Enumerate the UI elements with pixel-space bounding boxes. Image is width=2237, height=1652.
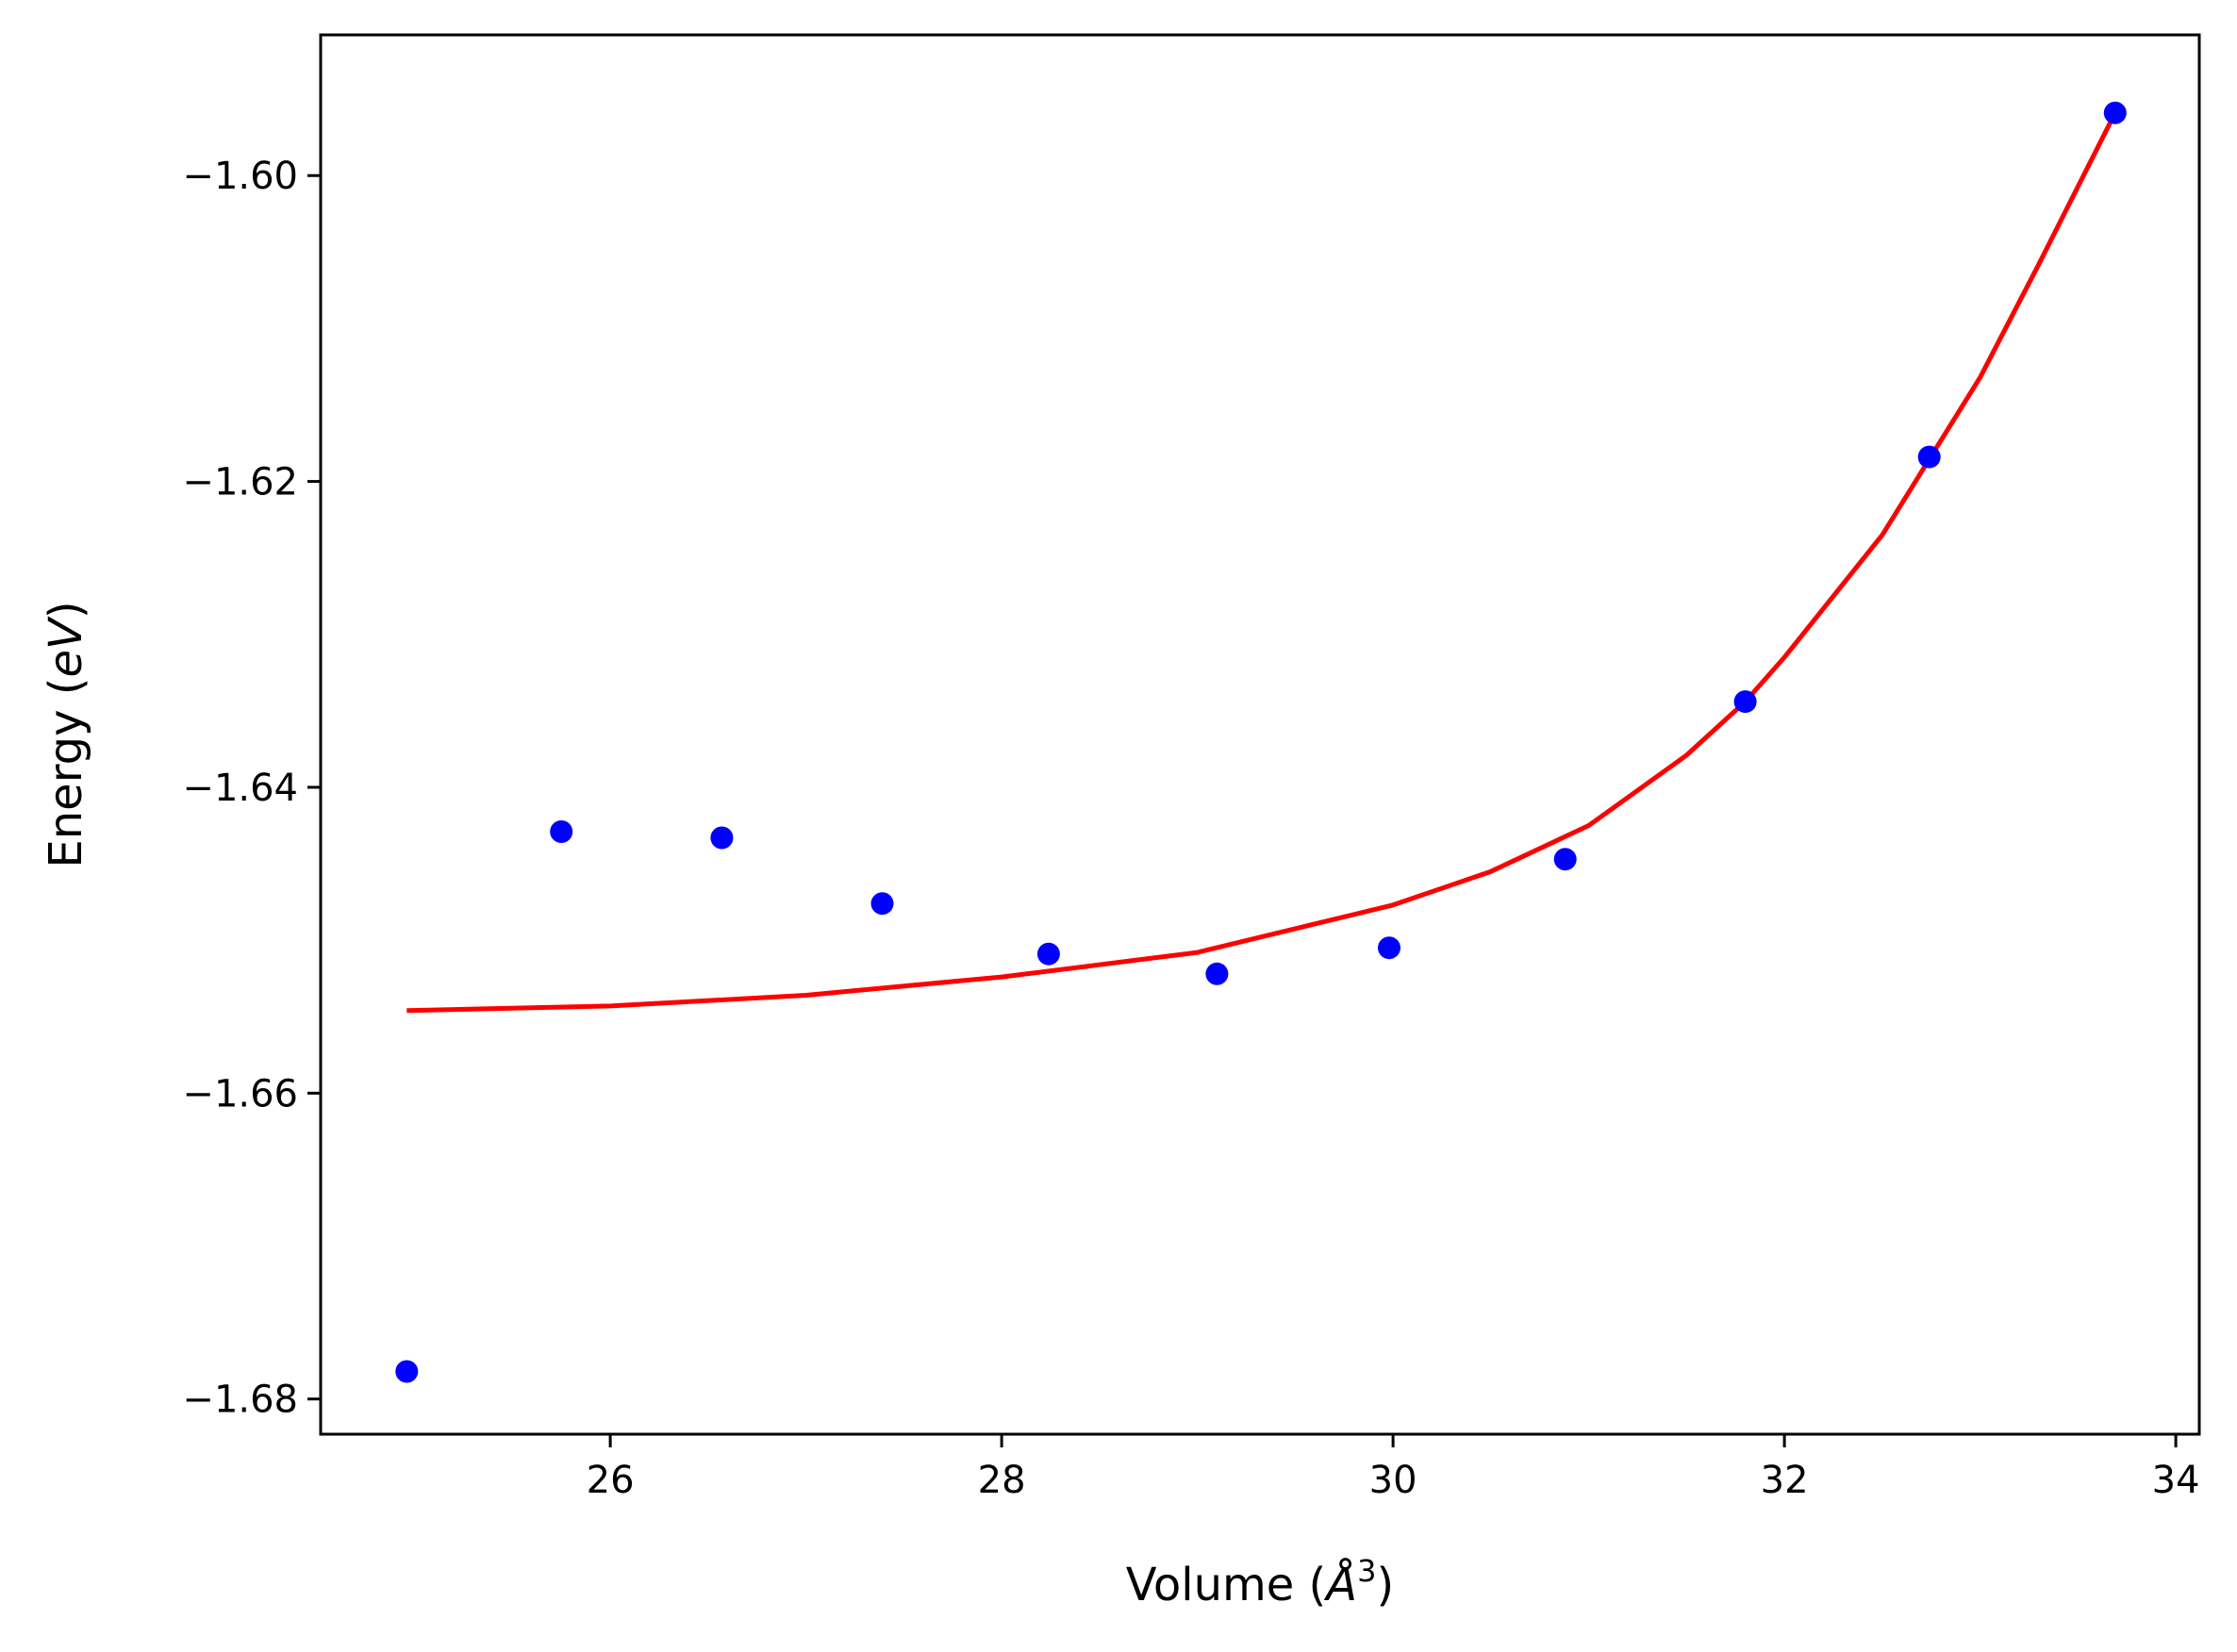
- y-axis-label-close: ): [40, 601, 92, 619]
- fit-curve-line: [406, 111, 2118, 1014]
- data-point: [710, 826, 734, 850]
- x-axis-label-exponent: 3: [1357, 1553, 1376, 1589]
- data-point: [870, 892, 894, 916]
- y-tick-label: −1.64: [182, 767, 298, 810]
- data-point: [2103, 101, 2127, 124]
- data-point: [1036, 942, 1060, 966]
- x-tick-label: 32: [1761, 1459, 1809, 1502]
- x-axis-ticks: 26 28 30 32 34: [587, 1434, 2200, 1502]
- data-point: [1733, 690, 1757, 714]
- plot-frame: [319, 33, 2201, 1436]
- data-point: [1378, 936, 1400, 960]
- x-tick-label: 26: [587, 1459, 635, 1502]
- data-point: [1553, 848, 1577, 871]
- x-axis-label-unit: Å: [1323, 1558, 1357, 1611]
- y-axis-label-text: Energy (: [40, 678, 92, 868]
- data-point: [1917, 445, 1941, 469]
- series-layer: [395, 101, 2127, 1383]
- x-tick-label: 30: [1369, 1459, 1417, 1502]
- y-tick-label: −1.60: [182, 155, 298, 198]
- y-axis-ticks: −1.60 −1.62 −1.64 −1.66 −1.68: [182, 155, 321, 1422]
- y-tick-label: −1.68: [182, 1379, 298, 1422]
- y-axis-label-unit: eV: [40, 616, 92, 678]
- data-point: [1205, 962, 1229, 985]
- y-axis-label: Energy (eV): [40, 601, 92, 867]
- data-point: [550, 820, 573, 843]
- x-axis-label: Volume (Å3): [1126, 1553, 1394, 1611]
- y-tick-label: −1.62: [182, 461, 298, 504]
- y-tick-label: −1.66: [182, 1072, 298, 1115]
- data-point: [395, 1360, 419, 1383]
- x-axis-label-close: ): [1376, 1559, 1394, 1611]
- x-tick-label: 34: [2152, 1459, 2200, 1502]
- x-axis-label-text: Volume (: [1126, 1559, 1327, 1611]
- x-tick-label: 28: [978, 1459, 1026, 1502]
